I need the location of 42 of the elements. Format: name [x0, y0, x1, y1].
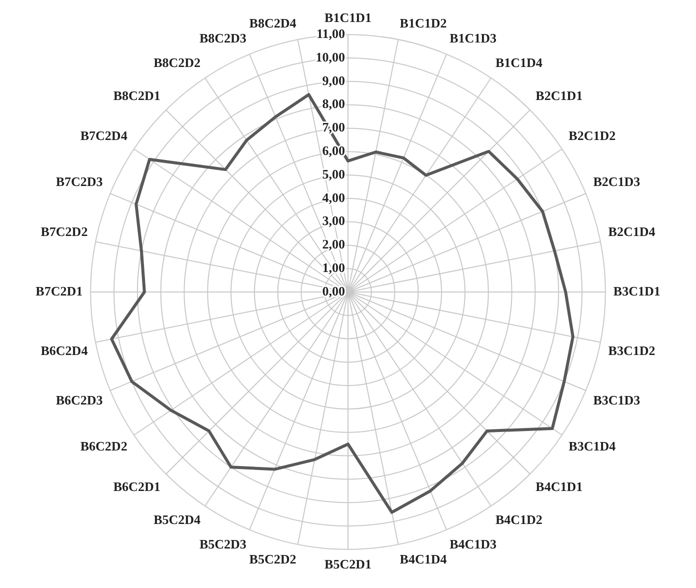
spoke-label: B6C2D4: [40, 342, 88, 358]
y-tick-label: 10,00: [316, 49, 345, 64]
spoke-label: B4C1D2: [495, 512, 542, 527]
spoke-label: B5C2D1: [324, 556, 372, 572]
spoke-label: B4C1D3: [450, 536, 498, 552]
y-tick-label: 1,00: [322, 260, 345, 275]
spoke-label: B6C2D2: [80, 438, 128, 454]
spoke-label: B7C2D3: [56, 174, 104, 189]
spoke-label: B2C1D2: [568, 128, 616, 144]
spoke-label: B4C1D4: [400, 551, 448, 566]
y-tick-label: 9,00: [322, 72, 345, 88]
spoke-label: B2C1D4: [608, 224, 656, 239]
spoke-label: B8C2D3: [199, 30, 247, 46]
spoke-label: B7C2D2: [40, 224, 88, 239]
spoke-label: B3C1D2: [608, 342, 656, 358]
spoke-label: B3C1D1: [613, 283, 660, 298]
y-tick-label: 4,00: [322, 190, 345, 205]
spoke-label: B7C2D4: [80, 128, 128, 144]
y-tick-label: 8,00: [322, 96, 345, 112]
spoke-label: B3C1D3: [593, 392, 641, 408]
spoke-label: B6C2D3: [56, 392, 104, 408]
spoke-label: B2C1D3: [593, 174, 641, 189]
y-tick-label: 5,00: [322, 166, 345, 182]
spoke-label: B8C2D4: [249, 15, 297, 30]
spoke-label: B7C2D1: [36, 283, 83, 298]
spoke-label: B5C2D3: [199, 536, 247, 552]
spoke-label: B6C2D1: [113, 478, 160, 494]
spoke-label: B1C1D3: [450, 30, 498, 46]
spoke-label: B5C2D4: [154, 512, 202, 527]
spoke-label: B4C1D1: [536, 478, 583, 494]
spoke-label: B3C1D4: [568, 438, 616, 454]
spoke-label: B1C1D1: [324, 10, 372, 26]
spoke-label: B2C1D1: [536, 88, 583, 103]
spoke-label: B1C1D4: [495, 54, 543, 70]
y-tick-label: 11,00: [316, 26, 345, 41]
y-tick-label: 0,00: [322, 283, 345, 298]
spoke-label: B8C2D2: [154, 54, 201, 70]
spoke-label: B5C2D2: [249, 551, 296, 566]
y-tick-label: 2,00: [322, 236, 345, 252]
y-tick-label: 3,00: [322, 213, 345, 228]
spoke-label: B1C1D2: [400, 15, 447, 30]
spoke-label: B8C2D1: [113, 88, 160, 103]
